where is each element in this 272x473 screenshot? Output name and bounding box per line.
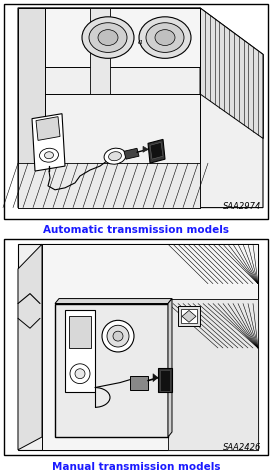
Bar: [4, 4, 268, 219]
Polygon shape: [150, 142, 163, 159]
Polygon shape: [45, 8, 200, 67]
Ellipse shape: [102, 320, 134, 352]
Text: SAA2426: SAA2426: [222, 443, 261, 452]
Polygon shape: [69, 316, 91, 348]
Polygon shape: [18, 8, 45, 208]
Ellipse shape: [89, 23, 127, 53]
Text: Manual transmission models: Manual transmission models: [52, 462, 220, 472]
Ellipse shape: [70, 364, 90, 384]
Polygon shape: [182, 310, 196, 322]
Polygon shape: [18, 244, 258, 450]
Polygon shape: [168, 298, 258, 450]
Polygon shape: [36, 117, 60, 140]
Ellipse shape: [109, 152, 122, 161]
Polygon shape: [65, 310, 95, 393]
Text: a: a: [138, 37, 142, 45]
Polygon shape: [42, 244, 258, 450]
Ellipse shape: [139, 17, 191, 58]
Polygon shape: [18, 244, 42, 450]
Polygon shape: [18, 94, 200, 208]
Ellipse shape: [82, 17, 134, 58]
Polygon shape: [181, 309, 197, 323]
Text: SAA2974: SAA2974: [222, 201, 261, 210]
Polygon shape: [148, 140, 165, 163]
Polygon shape: [130, 376, 148, 390]
Ellipse shape: [39, 148, 58, 162]
Polygon shape: [18, 8, 263, 208]
Polygon shape: [178, 307, 200, 326]
Polygon shape: [153, 374, 158, 382]
Text: Automatic transmission models: Automatic transmission models: [43, 226, 229, 236]
Polygon shape: [168, 298, 172, 437]
Polygon shape: [32, 114, 65, 171]
Ellipse shape: [146, 23, 184, 53]
Ellipse shape: [107, 325, 129, 347]
Bar: [4, 239, 268, 455]
Ellipse shape: [155, 30, 175, 45]
Polygon shape: [55, 298, 172, 304]
Polygon shape: [55, 304, 168, 437]
Polygon shape: [200, 8, 263, 139]
Polygon shape: [124, 149, 139, 159]
Ellipse shape: [113, 331, 123, 341]
Polygon shape: [18, 163, 200, 208]
Polygon shape: [160, 370, 170, 391]
Polygon shape: [158, 368, 172, 393]
Ellipse shape: [45, 152, 54, 158]
Polygon shape: [168, 244, 258, 298]
Polygon shape: [143, 146, 148, 152]
Ellipse shape: [98, 30, 118, 45]
Ellipse shape: [104, 148, 126, 164]
Polygon shape: [90, 8, 110, 94]
Ellipse shape: [75, 369, 85, 379]
